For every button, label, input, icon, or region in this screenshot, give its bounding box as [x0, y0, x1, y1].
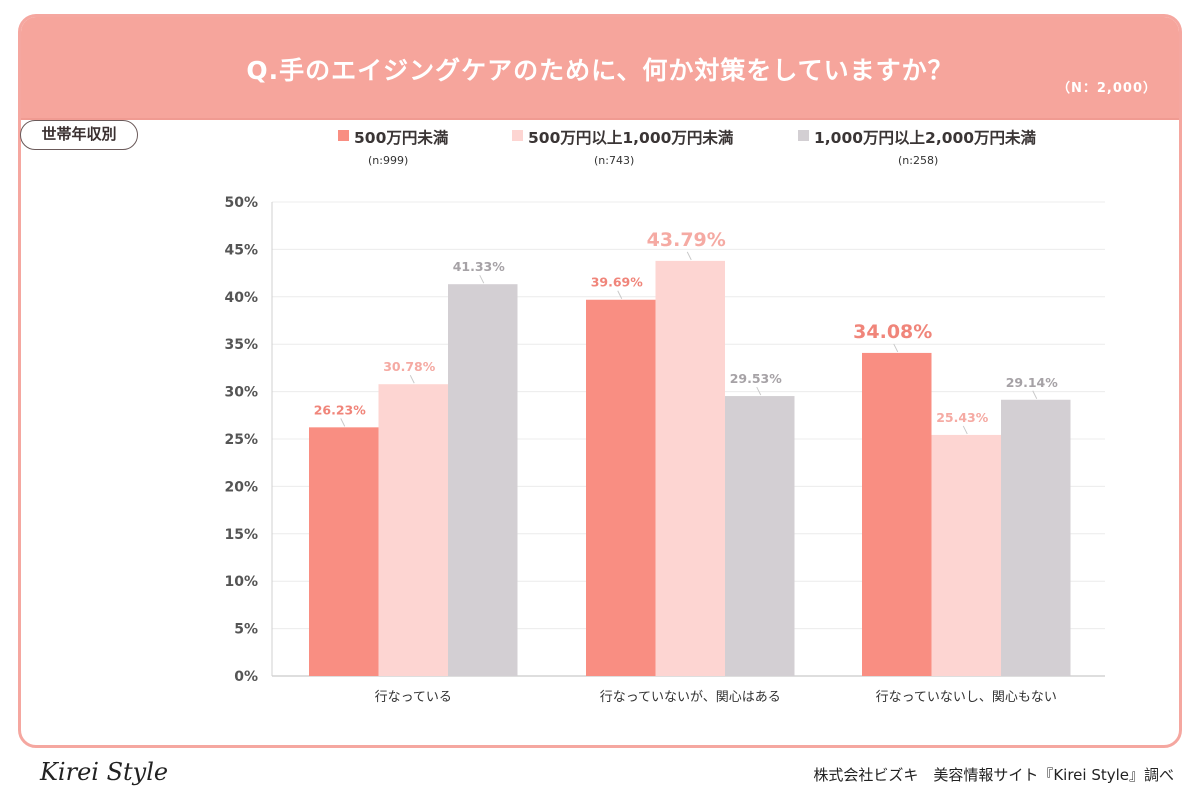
bar [309, 427, 379, 676]
segment-label-pill: 世帯年収別 [20, 120, 138, 150]
data-label: 29.14% [1006, 375, 1059, 390]
bar [725, 396, 795, 676]
y-tick-label: 5% [234, 622, 258, 638]
legend-sample-5m-10m: (n:743) [594, 154, 635, 167]
y-tick-label: 25% [224, 432, 258, 448]
header-banner: Q.手のエイジングケアのために、何か対策をしていますか？ （N：2,000） [21, 17, 1179, 120]
data-label: 30.78% [383, 359, 436, 374]
data-label: 25.43% [936, 410, 989, 425]
data-label: 29.53% [730, 371, 783, 386]
survey-credit: 株式会社ビズキ 美容情報サイト『Kirei Style』調べ [813, 766, 1174, 784]
legend-swatch [338, 130, 349, 141]
label-leader [1032, 390, 1038, 399]
bar [448, 284, 518, 676]
bar [1001, 399, 1071, 676]
kirei-style-logo: Kirei Style [40, 758, 169, 786]
y-tick-label: 10% [224, 574, 258, 590]
sample-size: （N：2,000） [1056, 81, 1157, 96]
y-tick-label: 45% [224, 242, 258, 258]
data-label: 34.08% [853, 321, 932, 343]
y-tick-label: 35% [224, 337, 258, 353]
question-title: Q.手のエイジングケアのために、何か対策をしていますか？ [246, 56, 954, 85]
x-category-label: 行なっていないし、関心もない [876, 690, 1057, 705]
label-leader [686, 251, 692, 261]
legend-swatch [798, 130, 809, 141]
label-leader [962, 425, 968, 435]
bar [586, 299, 656, 676]
legend-sample-10m-20m: (n:258) [898, 154, 939, 167]
data-label: 39.69% [591, 275, 644, 290]
label-leader [409, 374, 415, 384]
legend-swatch [512, 130, 523, 141]
legend-sample-under-5m: (n:999) [368, 154, 409, 167]
y-tick-label: 0% [234, 669, 258, 685]
bar [931, 434, 1001, 676]
y-tick-label: 15% [224, 527, 258, 543]
data-label: 43.79% [647, 229, 726, 251]
y-tick-label: 50% [224, 195, 258, 211]
y-tick-label: 30% [224, 385, 258, 401]
label-leader [340, 418, 346, 427]
bar [862, 352, 932, 676]
label-leader [479, 274, 485, 284]
bar [378, 384, 448, 676]
data-label: 26.23% [314, 402, 367, 417]
legend-label: 1,000万円以上2,000万円未満 [814, 129, 1037, 147]
x-category-label: 行なっていないが、関心はある [600, 690, 781, 705]
legend-label: 500万円以上1,000万円未満 [528, 129, 734, 147]
y-tick-label: 20% [224, 479, 258, 495]
data-label: 41.33% [453, 259, 506, 274]
label-leader [617, 290, 623, 299]
bar [655, 260, 725, 676]
y-tick-label: 40% [224, 290, 258, 306]
x-category-label: 行なっている [375, 690, 452, 705]
label-leader [893, 343, 899, 353]
legend-label: 500万円未満 [354, 129, 449, 147]
label-leader [756, 386, 762, 396]
